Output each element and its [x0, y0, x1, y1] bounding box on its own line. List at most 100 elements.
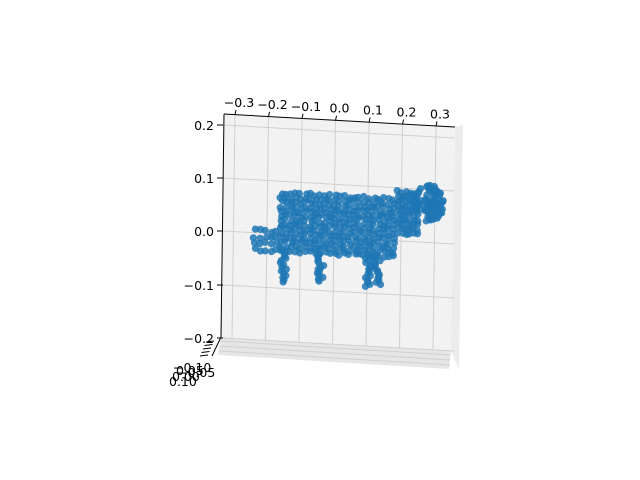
scatter-point — [354, 234, 362, 243]
x-tick-label: 0.2 — [397, 105, 417, 120]
scatter-point — [325, 228, 333, 236]
scatter-point — [369, 226, 377, 234]
scatter-point — [363, 250, 371, 258]
scatter-point — [273, 238, 281, 247]
x-tick-label: −0.3 — [224, 95, 254, 110]
scatter-point — [369, 244, 377, 252]
y-tick — [201, 351, 210, 353]
scatter-point — [359, 229, 367, 238]
scatter-point — [371, 250, 380, 259]
z-gridline — [222, 284, 455, 299]
scatter-point — [251, 225, 259, 233]
y-tick — [202, 347, 212, 350]
scatter-point — [341, 192, 349, 200]
scatter-point — [354, 221, 362, 229]
y-gridline — [219, 340, 451, 356]
scatter-point — [417, 200, 425, 208]
z-gridline — [222, 177, 455, 192]
y-tick-label: 0.10 — [169, 374, 197, 389]
scatter-point — [272, 245, 280, 254]
x-gridline — [399, 124, 403, 349]
scatter-point — [365, 195, 373, 203]
scatter-point — [405, 216, 413, 224]
x-tick-label: 0.1 — [363, 103, 383, 118]
scatter-point — [430, 204, 438, 212]
y-gridline — [219, 345, 451, 361]
scatter-point — [256, 234, 264, 242]
scatter-point — [295, 189, 303, 197]
scatter-point — [277, 245, 285, 253]
scatter-point — [301, 235, 309, 243]
scatter-point — [427, 216, 435, 224]
z-tick-label: −0.1 — [184, 278, 214, 293]
x-tick — [234, 109, 237, 116]
scatter-point — [339, 228, 348, 236]
x-tick-label: −0.2 — [257, 97, 287, 112]
scatter-point — [384, 200, 392, 208]
scatter-point — [301, 213, 309, 221]
scatter-point — [431, 191, 439, 199]
side-pane — [451, 125, 463, 370]
y-tick — [199, 354, 209, 357]
tick-labels: −0.3 −0.2 −0.1 0.0 0.1 0.2 0.30.20.10.0−0.1−0.… — [169, 95, 450, 389]
scatter-point — [310, 192, 318, 200]
scatter-point — [413, 226, 421, 234]
scatter-point — [290, 204, 298, 212]
z-tick-label: 0.0 — [194, 224, 214, 239]
scatter-point — [345, 247, 353, 255]
z-tick-label: 0.1 — [194, 171, 214, 186]
scatter-point — [314, 247, 322, 255]
scatter-point — [354, 193, 362, 201]
scatter-point — [354, 212, 362, 220]
scatter-point — [393, 229, 401, 237]
x-tick — [402, 119, 404, 125]
scatter-point — [295, 245, 304, 253]
scatter-point — [261, 226, 269, 234]
scatter-point — [271, 227, 280, 235]
x-tick — [301, 113, 304, 119]
x-tick-label: 0.3 — [430, 106, 450, 121]
x-tick — [268, 111, 270, 117]
x-tick-label: 0.0 — [330, 101, 350, 116]
z-tick-label: −0.2 — [184, 331, 214, 346]
scatter-points — [249, 181, 447, 290]
y-tick-label: −0.05 — [177, 365, 215, 380]
z-axis-line — [220, 113, 225, 338]
scatter-point — [249, 234, 257, 242]
scatter-point — [389, 196, 397, 204]
scatter-point — [261, 247, 269, 255]
scatter-point — [320, 237, 328, 245]
scatter-point — [416, 185, 425, 193]
y-tick — [205, 340, 215, 343]
scatter-point — [261, 238, 269, 246]
axis-lines — [211, 113, 456, 357]
scatter-point — [390, 244, 398, 252]
z-tick-label: 0.2 — [194, 118, 214, 133]
z-gridline — [222, 124, 455, 139]
y-tick-label: 0.05 — [176, 363, 204, 378]
scatter-point — [423, 182, 431, 191]
x-tick — [435, 121, 438, 127]
scatter-point — [301, 222, 309, 230]
x-tick — [335, 115, 337, 121]
y-axis-line — [211, 336, 222, 357]
x-axis-line — [223, 113, 456, 128]
scatter-point — [411, 197, 419, 205]
scatter-point — [325, 196, 333, 205]
y-tick-label: 0.00 — [172, 369, 200, 384]
x-tick — [368, 117, 371, 123]
scatter-point — [276, 204, 284, 212]
scatter-point — [335, 251, 343, 259]
scatter-point — [379, 199, 387, 208]
scatter-point — [360, 199, 368, 207]
scatter-point — [271, 233, 279, 241]
x-gridline — [432, 126, 437, 351]
y-tick-label: −0.10 — [173, 360, 211, 375]
scatter-point — [414, 217, 422, 225]
scatter-point — [437, 207, 445, 215]
scatter-point — [439, 198, 447, 206]
scatter-point — [413, 207, 421, 215]
scatter-point — [326, 190, 334, 199]
x-tick-label: −0.1 — [291, 99, 321, 114]
